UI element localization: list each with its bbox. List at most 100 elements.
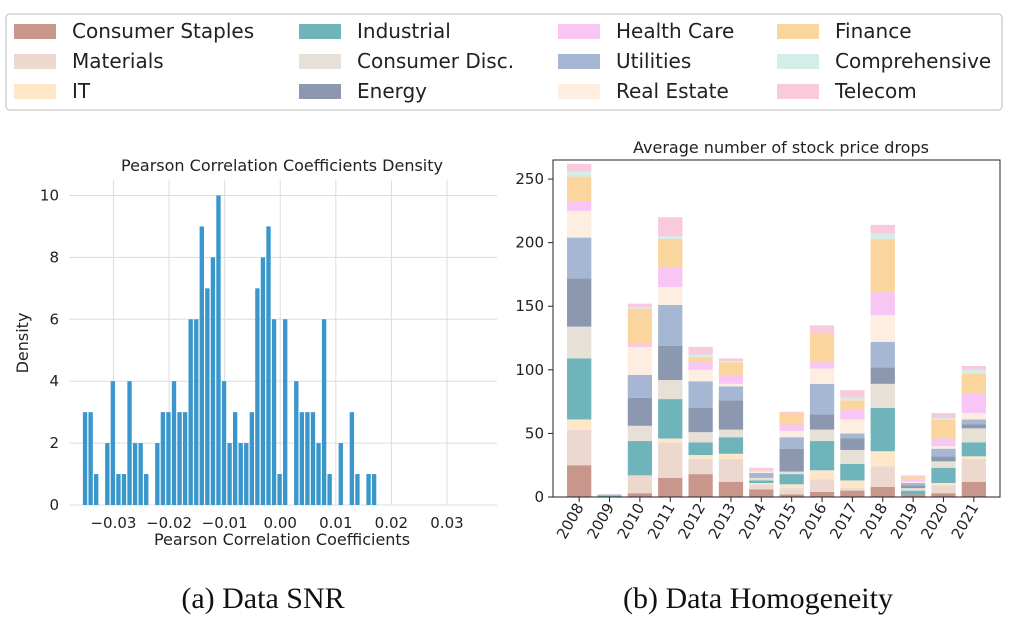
- stack-segment: [931, 483, 956, 486]
- stack-segment: [779, 474, 804, 485]
- stack-segment: [779, 411, 804, 414]
- stack-segment: [779, 430, 804, 438]
- legend-label: Consumer Staples: [72, 19, 254, 43]
- hist-bar: [127, 381, 132, 505]
- stack-segment: [809, 383, 835, 415]
- caption-a: (a) Data SNR: [181, 582, 344, 615]
- stack-segment: [658, 238, 683, 267]
- hist-bar: [155, 443, 160, 505]
- stack-segment: [840, 480, 865, 489]
- stack-segment: [870, 383, 895, 408]
- hist-bar: [355, 474, 360, 505]
- stack-segment: [749, 484, 774, 490]
- stack-segment: [961, 366, 986, 370]
- legend-label: Consumer Disc.: [357, 49, 514, 73]
- stack-segment: [749, 471, 774, 473]
- stack-segment: [627, 346, 653, 375]
- stack-segment: [627, 344, 653, 347]
- stack-bars: [567, 163, 986, 497]
- stack-segment: [718, 362, 744, 375]
- stack-segment: [840, 390, 865, 398]
- stack-segment: [658, 399, 683, 439]
- stack-segment: [870, 466, 895, 487]
- stack-segment: [809, 491, 835, 497]
- stack-segment: [627, 308, 653, 345]
- stack-segment: [718, 481, 744, 497]
- stack-segment: [627, 397, 653, 426]
- stack-segment: [749, 477, 774, 481]
- stack-segment: [840, 409, 865, 420]
- stack-segment: [567, 358, 592, 420]
- legend-swatch: [558, 84, 600, 99]
- stack-segment: [961, 424, 986, 429]
- hist-title: Pearson Correlation Coefficients Density: [121, 156, 443, 175]
- stack-segment: [900, 481, 926, 484]
- stack-segment: [931, 448, 956, 457]
- hist-bar: [205, 288, 210, 505]
- stack-segment: [779, 424, 804, 431]
- stack-xtick-label: 2019: [887, 500, 922, 542]
- stack-segment: [658, 304, 683, 346]
- hist-bar: [338, 443, 343, 505]
- stack-segment: [961, 419, 986, 425]
- stack-segment: [961, 428, 986, 443]
- stack-segment: [779, 494, 804, 497]
- stack-segment: [900, 483, 926, 486]
- stack-segment: [688, 362, 713, 370]
- hist-bar: [255, 288, 260, 505]
- stack-segment: [567, 326, 592, 359]
- hist-bar: [221, 381, 227, 505]
- hist-bar: [82, 412, 88, 505]
- stack-segment: [900, 476, 926, 480]
- stack-xtick-label: 2010: [614, 500, 649, 542]
- hist-bar: [105, 443, 110, 505]
- hist-ytick-label: 0: [49, 496, 59, 514]
- legend-label: Health Care: [616, 19, 734, 43]
- stack-segment: [840, 449, 865, 464]
- legend-label: Materials: [72, 49, 164, 73]
- stack-segment: [749, 467, 774, 470]
- hist-bar: [238, 443, 243, 505]
- stack-segment: [840, 419, 865, 434]
- hist-bar: [210, 257, 216, 505]
- stack-segment: [900, 488, 926, 491]
- stack-segment: [658, 380, 683, 400]
- hist-bars: [82, 195, 377, 505]
- stack-xtick-label: 2012: [674, 500, 709, 542]
- hist-bar: [299, 412, 305, 505]
- stock-drops-stacked-chart: Average number of stock price drops 2008…: [515, 138, 1001, 542]
- stack-segment: [627, 303, 653, 308]
- hist-bar: [138, 443, 143, 505]
- stack-segment: [900, 479, 926, 482]
- stack-segment: [658, 217, 683, 237]
- stack-segment: [567, 163, 592, 172]
- stack-segment: [688, 455, 713, 459]
- stack-segment: [718, 453, 744, 459]
- stack-segment: [718, 400, 744, 430]
- stack-xtick-label: 2017: [826, 500, 861, 542]
- stack-segment: [961, 393, 986, 414]
- stack-segment: [900, 490, 926, 495]
- hist-xtick-label: 0.02: [375, 514, 408, 532]
- stack-segment: [627, 441, 653, 476]
- stack-segment: [688, 432, 713, 443]
- stack-segment: [840, 488, 865, 491]
- stack-segment: [779, 413, 804, 425]
- stack-segment: [840, 463, 865, 481]
- stack-segment: [931, 419, 956, 439]
- stack-segment: [658, 287, 683, 305]
- legend-frame: [5, 13, 1003, 111]
- hist-bar: [166, 412, 171, 505]
- stack-segment: [779, 448, 804, 472]
- stack-title: Average number of stock price drops: [633, 138, 929, 157]
- stack-segment: [809, 325, 835, 333]
- stack-segment: [900, 494, 926, 497]
- stack-segment: [961, 413, 986, 420]
- hist-bar: [160, 412, 166, 505]
- stack-ytick-label: 200: [515, 234, 544, 252]
- stack-segment: [597, 494, 622, 496]
- hist-bar: [94, 474, 99, 505]
- stack-segment: [749, 469, 774, 471]
- stack-segment: [870, 233, 895, 239]
- stack-xtick-label: 2011: [644, 500, 679, 542]
